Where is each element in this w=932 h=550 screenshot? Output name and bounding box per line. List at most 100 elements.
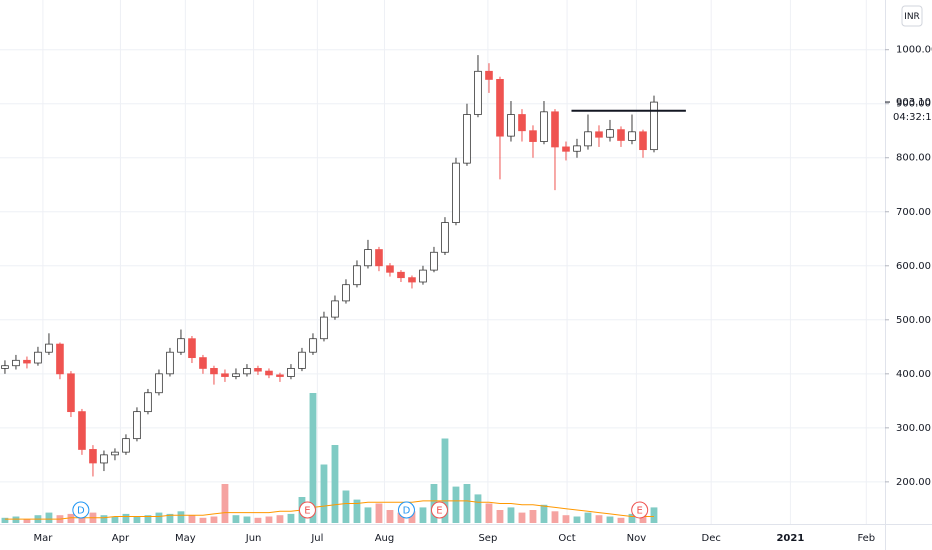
currency[interactable]: INR	[904, 12, 920, 22]
candle-body	[419, 269, 427, 283]
volume-bar	[342, 490, 350, 523]
volume-bar	[397, 512, 405, 523]
event-marker	[397, 501, 415, 519]
candle-body	[199, 357, 207, 369]
candle-body	[78, 411, 86, 450]
candle-body	[463, 114, 471, 164]
volume-bar	[386, 510, 394, 523]
candle-body	[606, 129, 614, 138]
volume-bar	[584, 512, 592, 523]
volume-bar	[419, 507, 427, 523]
candle-body	[111, 451, 119, 456]
candle-body	[584, 131, 592, 147]
volume-bar	[100, 515, 108, 523]
currency-button[interactable]	[901, 5, 923, 27]
candle-body	[243, 368, 251, 375]
candle-body	[331, 300, 339, 318]
candle-body	[485, 70, 493, 80]
volume-bar	[639, 515, 647, 523]
candle-body	[529, 130, 537, 142]
candle-body	[595, 131, 603, 138]
candle-body	[375, 249, 383, 267]
volume-bar	[122, 513, 130, 523]
last-price-label: 903.10	[896, 97, 931, 108]
x-tick-label: Apr	[112, 533, 130, 544]
volume-bar	[507, 507, 515, 523]
volume-bar	[210, 516, 218, 523]
volume-bar	[232, 515, 240, 523]
candle-body	[67, 373, 75, 413]
volume-bar	[133, 516, 141, 523]
candle-body	[320, 316, 328, 340]
volume-bar	[562, 515, 570, 523]
x-tick-label: Feb	[857, 533, 875, 544]
volume-ma-line	[4, 500, 654, 520]
event-label: E	[304, 506, 310, 517]
candle-body	[430, 251, 438, 271]
volume-bar	[166, 513, 174, 523]
volume-bar	[265, 516, 273, 523]
volume-bar	[276, 515, 284, 523]
volume-bar	[452, 486, 460, 523]
y-tick-label: 1000.00	[896, 45, 932, 56]
volume-bar	[243, 516, 251, 523]
candle-body	[45, 343, 53, 353]
candle-body	[89, 449, 97, 464]
volume-bar	[199, 517, 207, 523]
volume-bar	[496, 510, 504, 523]
y-tick-label: 800.00	[896, 153, 931, 164]
candle-body	[650, 101, 658, 151]
x-tick-label: Oct	[558, 533, 575, 544]
candle-body	[155, 373, 163, 394]
x-tick-label: Aug	[375, 533, 395, 544]
volume-bar	[375, 503, 383, 523]
volume-bar	[144, 515, 152, 523]
event-marker	[72, 501, 90, 519]
y-tick-label: 300.00	[896, 423, 931, 434]
y-tick-label: 200.00	[896, 477, 931, 488]
x-tick-label: Jul	[310, 533, 323, 544]
volume-bar	[188, 515, 196, 523]
volume-bar	[551, 511, 559, 523]
event-label: E	[436, 506, 442, 517]
candle-body	[309, 338, 317, 353]
volume-bar	[518, 512, 526, 523]
event-marker	[430, 501, 448, 519]
volume-bar	[573, 516, 581, 523]
candle-body	[397, 271, 405, 279]
y-tick-label: 700.00	[896, 207, 931, 218]
volume-bar	[540, 504, 548, 523]
candle-body	[452, 162, 460, 223]
volume-bar	[474, 494, 482, 523]
x-tick-label: Nov	[627, 533, 647, 544]
y-tick-label: 500.00	[896, 315, 931, 326]
countdown: 04:32:18	[893, 112, 932, 123]
y-tick-label: 400.00	[896, 369, 931, 380]
volume-bar	[309, 393, 317, 523]
x-tick-label: Sep	[478, 533, 497, 544]
candle-body	[617, 129, 625, 141]
candle-body	[518, 114, 526, 132]
candle-body	[562, 146, 570, 152]
candle-body	[221, 373, 229, 377]
candle-body	[353, 265, 361, 286]
y-tick-label: 600.00	[896, 261, 931, 272]
candle-body	[133, 411, 141, 440]
x-tick-label: Jun	[245, 533, 262, 544]
candle-body	[122, 438, 130, 453]
candle-body	[188, 338, 196, 359]
candle-body	[639, 131, 647, 151]
volume-bar	[23, 519, 31, 523]
x-tick-label: May	[175, 533, 196, 544]
candle-body	[56, 343, 64, 375]
volume-bar	[287, 513, 295, 523]
volume-bar	[364, 507, 372, 523]
candle-body	[573, 145, 581, 152]
y-tick-label: 900.00	[896, 99, 931, 110]
candle-body	[298, 351, 306, 369]
candle-body	[287, 368, 295, 377]
candle-body	[1, 365, 9, 369]
volume-bar	[441, 438, 449, 523]
volume-bar	[430, 484, 438, 523]
candle-body	[408, 277, 416, 283]
